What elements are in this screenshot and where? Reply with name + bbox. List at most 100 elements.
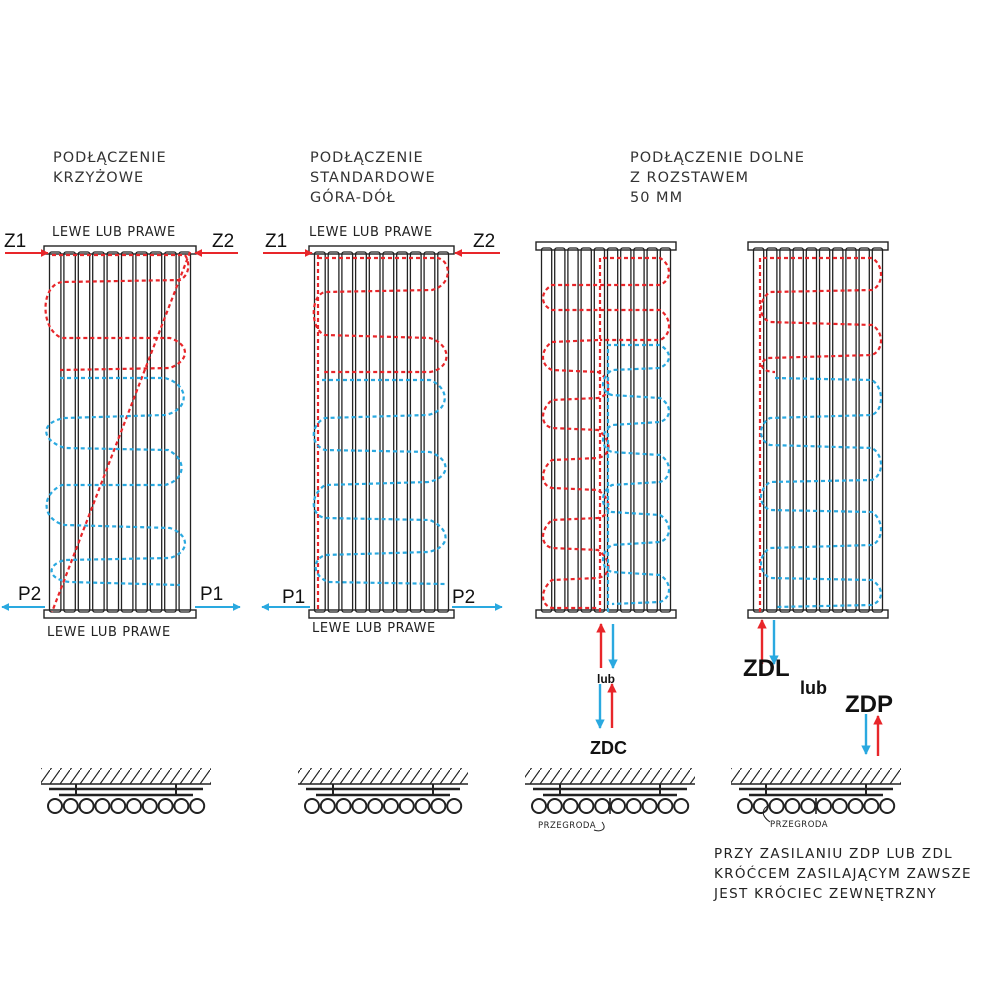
panel1-title-line2: KRZYŻOWE	[53, 168, 144, 186]
radiator-tube	[620, 247, 632, 613]
diagonal-flow-path	[50, 251, 192, 613]
panel1-title-line1: PODŁĄCZENIE	[53, 150, 167, 166]
panel2-title-line2: STANDARDOWE	[310, 170, 436, 186]
radiator-tube	[871, 247, 884, 613]
radiator-tube	[779, 247, 791, 613]
radiator-tube	[396, 251, 409, 613]
return-flow-path	[759, 376, 883, 609]
radiator-tube	[818, 247, 831, 613]
panel3-partition-label: PRZEGRODA	[538, 821, 596, 831]
radiator-tubes	[747, 241, 889, 619]
top-header	[747, 241, 889, 251]
panel2-top-caption: LEWE LUB PRAWE	[309, 225, 433, 240]
radiator-tube	[540, 247, 553, 613]
radiator-tube	[92, 251, 105, 613]
radiator-tube	[63, 251, 76, 613]
tube-section	[62, 798, 79, 814]
tube-section	[546, 798, 563, 814]
label-z2: Z2	[212, 231, 234, 252]
tube-section	[594, 798, 611, 814]
tube-section	[737, 798, 753, 814]
tube-section	[173, 798, 190, 814]
radiator-tube	[423, 251, 436, 613]
tube-section	[367, 798, 384, 814]
radiator-tube	[845, 247, 857, 613]
tube-section	[141, 798, 158, 814]
top-header	[43, 245, 197, 255]
label-p1: P1	[282, 587, 305, 608]
zdl-label: ZDL	[743, 655, 790, 682]
tube-section	[531, 798, 547, 814]
bottom-header	[535, 609, 677, 619]
radiator-tube	[382, 251, 395, 613]
radiator-tube	[354, 251, 367, 613]
return-flow-path	[45, 376, 187, 587]
note-line2: KRÓĆCEM ZASILAJĄCYM ZAWSZE	[714, 864, 972, 882]
wall-mount-sections	[41, 768, 901, 814]
radiator-tube	[135, 251, 148, 613]
return-flow-path	[601, 343, 671, 612]
radiator-tube	[341, 251, 354, 613]
panel4-partition-label: PRZEGRODA	[770, 820, 828, 830]
tube-section	[414, 798, 431, 814]
panel3-title-line3: 50 MM	[630, 190, 683, 206]
radiator-tube	[327, 251, 340, 613]
tube-section	[319, 798, 336, 814]
tube-section	[863, 798, 880, 814]
panel3-radiator	[535, 241, 677, 729]
wall-hatch	[298, 768, 468, 784]
tube-section	[673, 798, 690, 814]
label-z1: Z1	[265, 231, 287, 252]
radiator-tube	[858, 247, 870, 613]
tube-section	[78, 798, 95, 814]
radiator-tube	[149, 251, 163, 613]
tube-section	[641, 798, 658, 814]
tube-section	[800, 798, 817, 814]
wall-hatch	[731, 768, 901, 784]
tube-section	[47, 798, 63, 814]
tube-section	[610, 798, 626, 814]
label-p1: P1	[200, 584, 223, 605]
tube-section	[189, 798, 206, 814]
tube-section	[430, 798, 447, 814]
panel3-or-label: lub	[597, 672, 615, 686]
panel2-title-line3: GÓRA-DÓŁ	[310, 188, 396, 206]
label-p2: P2	[452, 587, 475, 608]
bottom-header	[308, 609, 455, 619]
radiator-tube	[313, 251, 326, 613]
radiator-tube	[554, 247, 566, 613]
tube-section	[578, 798, 595, 814]
tube-section	[398, 798, 415, 814]
partition-pointer	[762, 804, 771, 823]
zdp-label: ZDP	[845, 691, 893, 718]
tube-section	[752, 798, 769, 814]
radiator-tube	[752, 247, 765, 613]
radiator-tubes	[308, 245, 455, 619]
bottom-header	[43, 609, 197, 619]
radiator-tube	[633, 247, 645, 613]
tube-section	[831, 798, 848, 814]
tube-section	[335, 798, 352, 814]
tube-section	[157, 798, 174, 814]
tube-section	[657, 798, 674, 814]
panel2-title-line1: PODŁĄCZENIE	[310, 150, 424, 166]
tube-section	[446, 798, 463, 814]
supply-flow-path	[541, 256, 671, 612]
radiator-tube	[409, 251, 422, 613]
tube-section	[879, 798, 896, 814]
partition-pointer	[593, 821, 605, 832]
return-flow-path	[312, 378, 447, 586]
tube-section	[768, 798, 785, 814]
supply-flow-path	[758, 256, 883, 612]
note-line1: PRZY ZASILANIU ZDP LUB ZDL	[714, 846, 953, 862]
tube-section	[625, 798, 642, 814]
label-p2: P2	[18, 584, 41, 605]
radiator-tube	[805, 247, 818, 613]
top-header	[535, 241, 677, 251]
panel3-title-line2: Z ROZSTAWEM	[630, 170, 749, 186]
panel2-radiator	[261, 245, 503, 619]
radiator-tube	[792, 247, 804, 613]
radiator-tubes	[535, 241, 677, 619]
supply-flow-path	[44, 253, 190, 372]
